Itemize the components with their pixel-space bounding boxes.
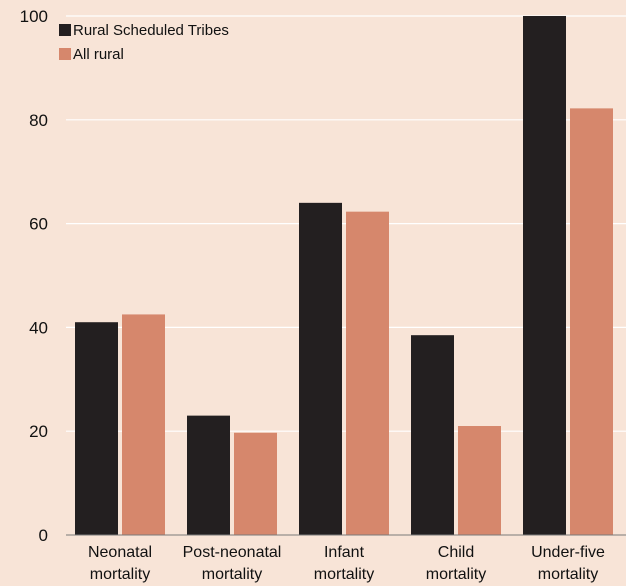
x-category-label: Under-five bbox=[531, 544, 605, 561]
x-category-label: mortality bbox=[202, 566, 262, 583]
legend-label-rural-scheduled-tribes: Rural Scheduled Tribes bbox=[73, 22, 229, 39]
bar-rural-scheduled-tribes-1 bbox=[187, 415, 230, 535]
y-tick-label: 100 bbox=[20, 7, 48, 26]
bar-rural-scheduled-tribes-2 bbox=[299, 202, 342, 535]
y-tick-label: 40 bbox=[29, 318, 48, 337]
bar-rural-scheduled-tribes-4 bbox=[523, 16, 566, 535]
x-axis-labels: Neonatal mortality Post-neonatal mortality I… bbox=[88, 544, 605, 583]
x-category-label: mortality bbox=[538, 566, 598, 583]
x-category-label: mortality bbox=[426, 566, 486, 583]
bar-all-rural-4 bbox=[570, 108, 613, 536]
bar-all-rural-0 bbox=[122, 314, 165, 535]
y-tick-label: 60 bbox=[29, 215, 48, 234]
x-category-label: mortality bbox=[90, 566, 150, 583]
legend-label-all-rural: All rural bbox=[73, 46, 124, 63]
x-category-label: Neonatal bbox=[88, 544, 152, 561]
y-tick-label: 20 bbox=[29, 422, 48, 441]
legend: Rural Scheduled Tribes All rural bbox=[59, 22, 229, 63]
legend-swatch-all-rural bbox=[59, 48, 71, 60]
x-category-label: Post-neonatal bbox=[183, 544, 282, 561]
x-category-label: mortality bbox=[314, 566, 374, 583]
bar-all-rural-2 bbox=[346, 211, 389, 535]
y-axis-ticks: 0 20 40 60 80 100 bbox=[20, 7, 48, 545]
bar-rural-scheduled-tribes-3 bbox=[411, 335, 454, 535]
bar-all-rural-1 bbox=[234, 432, 277, 535]
y-tick-label: 0 bbox=[39, 526, 48, 545]
bars bbox=[75, 16, 613, 536]
bar-all-rural-3 bbox=[458, 426, 501, 535]
y-tick-label: 80 bbox=[29, 111, 48, 130]
bar-rural-scheduled-tribes-0 bbox=[75, 322, 118, 535]
legend-swatch-rural-scheduled-tribes bbox=[59, 24, 71, 36]
x-category-label: Infant bbox=[324, 544, 365, 561]
x-category-label: Child bbox=[438, 544, 474, 561]
